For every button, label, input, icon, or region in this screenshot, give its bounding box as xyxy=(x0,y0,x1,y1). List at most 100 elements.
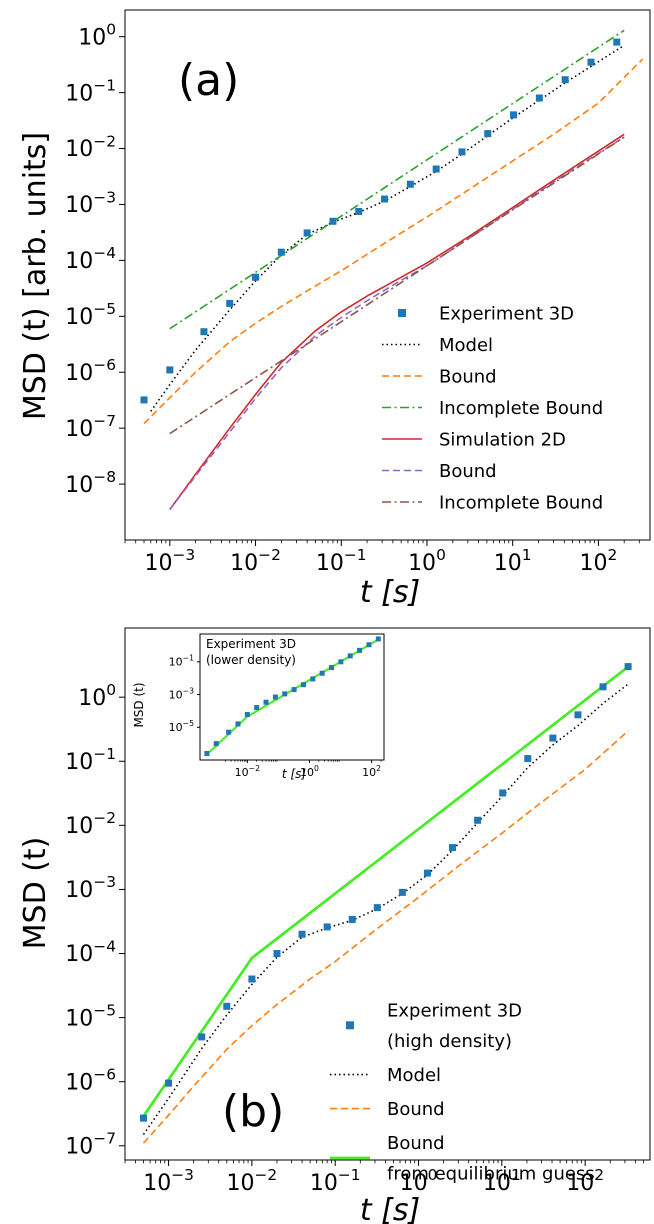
panel-a-series-2-line xyxy=(143,58,644,425)
panel-a-series-0-point xyxy=(303,229,311,237)
panel-a-series-0-point xyxy=(381,195,389,203)
panel-a-series-0-point xyxy=(140,396,148,404)
panel-a-y-tick-label: 10−8 xyxy=(65,468,116,498)
panel-b-series-0-point xyxy=(298,930,306,938)
panel-a-series-0-point xyxy=(510,111,518,119)
inset-x-tick-label: 102 xyxy=(362,764,381,779)
panel-a-series-0-point xyxy=(166,366,174,374)
panel-a-x-tick-label: 10−1 xyxy=(316,546,367,576)
inset-xlabel: t [s] xyxy=(282,767,306,781)
inset-series-0-point xyxy=(263,699,269,705)
panel-a-series-0-point xyxy=(561,76,569,84)
panel-a-series-0-point xyxy=(277,248,285,256)
panel-b-ylabel: MSD (t) xyxy=(18,837,53,950)
panel-a-xlabel: t [s] xyxy=(360,575,420,610)
inset: MSD (t) t [s] 10−2 100 102 10−5 10−3 10−1 Expe… xyxy=(132,633,385,781)
panel-b-series-0-point xyxy=(248,975,256,983)
panel-a-y-tick-label: 10−2 xyxy=(65,132,116,162)
panel-b-series-0-point xyxy=(524,755,532,763)
panel-b-y-tick-label: 10−3 xyxy=(65,873,116,903)
inset-plot-area xyxy=(204,636,381,756)
inset-series-0-point xyxy=(254,705,260,711)
panel-a-series-0-point xyxy=(458,148,466,156)
inset-series-0-point xyxy=(235,721,241,727)
panel-b-series-0-point xyxy=(373,904,381,912)
panel-a-y-tick-label: 10−1 xyxy=(65,76,116,106)
panel-b-series-0-point xyxy=(323,923,331,931)
inset-series-0-point xyxy=(213,741,219,747)
panel-b-plot-area xyxy=(139,663,632,1144)
panel-b-y-tick-label: 10−7 xyxy=(65,1130,116,1160)
panel-a-series-0-point xyxy=(329,217,337,225)
panel-b-series-2-line xyxy=(142,730,629,1144)
panel-a-series-0-point xyxy=(432,165,440,173)
panel-b-series-0-point xyxy=(474,816,482,824)
panel-b-y-tick-label: 10−1 xyxy=(65,745,116,775)
inset-series-0-point xyxy=(272,694,278,700)
panel-a-y-tick-label: 10−6 xyxy=(65,356,116,386)
panel-a-x-tick-label: 101 xyxy=(494,546,532,576)
panel-b-legend-label: Model xyxy=(387,1065,441,1086)
panel-a-legend-label: Model xyxy=(439,335,493,356)
panel-b-series-0-point xyxy=(574,711,582,719)
panel-b-series-0-point xyxy=(398,888,406,896)
inset-series-0-point xyxy=(310,676,316,682)
panel-b-series-0-point xyxy=(223,1002,231,1010)
inset-series-0-point xyxy=(204,750,210,756)
panel-a-series-4-line xyxy=(169,133,625,511)
inset-series-0-point xyxy=(329,664,335,670)
panel-b-series-0-point xyxy=(549,734,557,742)
panel-a-series-5-line xyxy=(169,136,625,511)
panel-a-series-0-point xyxy=(226,299,234,307)
panel-a-series-0-point xyxy=(535,94,543,102)
panel-b-series-3-line xyxy=(142,665,630,1117)
panel-b-label: (b) xyxy=(222,1086,284,1137)
inset-x-tick-label: 100 xyxy=(300,764,319,779)
inset-title-line-1: Experiment 3D xyxy=(206,637,296,651)
inset-x-tick-label: 10−2 xyxy=(235,764,260,779)
panel-a-legend-label: Incomplete Bound xyxy=(439,398,603,419)
panel-b-legend-marker xyxy=(346,1021,354,1030)
panel-b-series-0-point xyxy=(273,950,281,958)
panel-b-x-tick-label: 10−2 xyxy=(227,1166,278,1196)
panel-b-series-0-point xyxy=(599,683,607,691)
inset-series-0-point xyxy=(347,653,353,659)
panel-a-y-tick-label: 100 xyxy=(78,20,116,50)
panel-b-series-0-point xyxy=(165,1079,173,1087)
panel-a-y-tick-label: 10−3 xyxy=(65,188,116,218)
panel-b-y-tick-label: 10−6 xyxy=(65,1065,116,1095)
inset-y-tick-label: 10−5 xyxy=(169,719,194,734)
panel-a-series-3-line xyxy=(169,29,625,330)
panel-b-y-tick-label: 10−4 xyxy=(65,937,116,967)
panel-a-legend-label: Bound xyxy=(439,461,497,482)
inset-series-0-point xyxy=(338,659,344,665)
panel-a-series-0-point xyxy=(484,130,492,138)
panel-a-y-tick-label: 10−5 xyxy=(65,300,116,330)
panel-b-y-tick-label: 10−5 xyxy=(65,1001,116,1031)
panel-a-series-0-point xyxy=(200,328,208,336)
panel-a: MSD (t) [arb. units] t [s] 10−3 10−2 10−1 1… xyxy=(18,9,651,610)
panel-b-legend-label: Experiment 3D xyxy=(387,1000,522,1021)
panel-a-x-tick-label: 10−2 xyxy=(230,546,281,576)
panel-b-series-0-point xyxy=(449,844,457,852)
panel-a-legend-label: Experiment 3D xyxy=(439,303,574,324)
panel-a-series-0-point xyxy=(613,38,621,46)
panel-a-y-tick-label: 10−4 xyxy=(65,244,116,274)
inset-series-0-point xyxy=(375,636,381,642)
inset-series-0-point xyxy=(357,647,363,653)
panel-b-xlabel: t [s] xyxy=(360,1193,420,1224)
panel-a-series-0-point xyxy=(355,207,363,215)
inset-series-0-point xyxy=(226,729,232,735)
panel-b-series-0-point xyxy=(198,1033,206,1041)
panel-a-plot-area xyxy=(140,29,644,511)
panel-a-label: (a) xyxy=(178,55,239,106)
inset-series-0-point xyxy=(319,670,325,676)
panel-b-legend-label: Bound xyxy=(387,1099,445,1120)
panel-a-x-tick-label: 10−3 xyxy=(144,546,195,576)
panel-b-y-tick-label: 100 xyxy=(78,681,116,711)
inset-series-0-point xyxy=(366,642,372,648)
panel-b-series-0-point xyxy=(624,663,632,671)
panel-a-legend-label: Bound xyxy=(439,366,497,387)
inset-y-tick-label: 10−3 xyxy=(169,686,194,701)
